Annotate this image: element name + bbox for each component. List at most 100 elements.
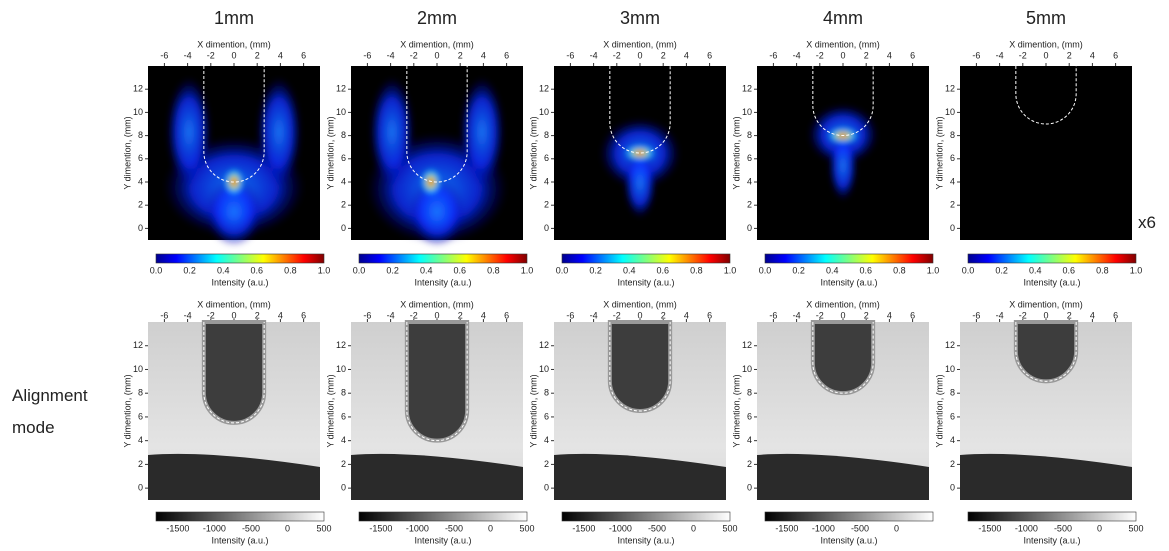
y-tick-label: 0 — [341, 223, 346, 233]
x-tick-label: 2 — [661, 50, 666, 60]
colorbar — [967, 511, 1137, 522]
emission — [164, 77, 304, 247]
y-tick-label: 6 — [544, 411, 549, 421]
probe — [810, 320, 876, 396]
surface — [757, 453, 929, 500]
probe-outline — [406, 322, 468, 442]
x-tick-label: -6 — [972, 50, 980, 60]
y-tick-label: 10 — [945, 364, 955, 374]
colorbar-tick-label: 0.2 — [589, 265, 602, 275]
colorbar-tick-label: 0.8 — [487, 265, 500, 275]
probe-outline — [812, 322, 874, 394]
column-title: 3mm — [620, 8, 660, 28]
y-axis-label: Y dimention, (mm) — [528, 374, 538, 447]
colorbar-tick-label: -500 — [648, 523, 666, 533]
colorbar-tick-label: 1.0 — [318, 265, 331, 275]
x-axis-label: X dimention, (mm) — [1009, 299, 1083, 309]
x-tick-label: 2 — [458, 310, 463, 320]
y-tick-label: 12 — [133, 340, 143, 350]
x-tick-label: 6 — [301, 50, 306, 60]
y-axis-label: Y dimention, (mm) — [122, 374, 132, 447]
emission-tail — [624, 148, 656, 218]
y-tick-label: 2 — [950, 200, 955, 210]
y-tick-label: 4 — [341, 176, 346, 186]
x-tick-label: 6 — [707, 310, 712, 320]
y-tick-label: 0 — [341, 483, 346, 493]
x-axis-label: X dimention, (mm) — [400, 39, 474, 49]
colorbar-tick-label: -1000 — [812, 523, 835, 533]
x-tick-label: 6 — [301, 310, 306, 320]
x-tick-label: -2 — [410, 50, 418, 60]
x-tick-label: -6 — [160, 310, 168, 320]
colorbar — [561, 511, 731, 522]
colorbar — [155, 511, 325, 522]
emission-blob — [257, 77, 301, 187]
x-tick-label: 4 — [481, 310, 486, 320]
column-title: 5mm — [1026, 8, 1066, 28]
x-axis-label: X dimention, (mm) — [603, 39, 677, 49]
x-tick-label: -4 — [184, 310, 192, 320]
x-tick-label: 4 — [481, 50, 486, 60]
y-axis-label: Y dimention, (mm) — [325, 374, 335, 447]
x-axis-label: X dimention, (mm) — [197, 299, 271, 309]
colorbar-tick-label: 1.0 — [1130, 265, 1143, 275]
probe-outline — [406, 66, 468, 183]
colorbar — [561, 253, 731, 264]
colorbar-tick-label: 0.6 — [657, 265, 670, 275]
probe-outline — [1015, 66, 1077, 125]
x-tick-label: 6 — [910, 310, 915, 320]
colorbar-tick-label: 0.8 — [690, 265, 703, 275]
x-tick-label: -4 — [996, 310, 1004, 320]
x-tick-label: -4 — [590, 310, 598, 320]
colorbar-tick-label: 0.4 — [826, 265, 839, 275]
y-axis-label: Y dimention, (mm) — [934, 116, 944, 189]
y-tick-label: 6 — [950, 411, 955, 421]
colorbar-label: Intensity (a.u.) — [414, 535, 471, 545]
y-tick-label: 0 — [950, 483, 955, 493]
x-tick-label: -2 — [207, 310, 215, 320]
x-tick-label: 4 — [278, 310, 283, 320]
y-tick-label: 8 — [341, 388, 346, 398]
x-tick-label: 0 — [231, 310, 236, 320]
y-axis-label: Y dimention, (mm) — [731, 116, 741, 189]
row-label: Alignment mode — [12, 386, 88, 437]
x-tick-label: 0 — [637, 50, 642, 60]
colorbar-tick-label: -1500 — [166, 523, 189, 533]
y-tick-label: 0 — [747, 223, 752, 233]
colorbar-tick-label: -1500 — [775, 523, 798, 533]
x-tick-label: -2 — [816, 50, 824, 60]
y-tick-label: 12 — [742, 340, 752, 350]
y-tick-label: 8 — [747, 130, 752, 140]
y-tick-label: 8 — [138, 130, 143, 140]
x-tick-label: 4 — [1090, 50, 1095, 60]
y-tick-label: 12 — [336, 340, 346, 350]
y-tick-label: 4 — [341, 435, 346, 445]
x-tick-label: 6 — [910, 50, 915, 60]
y-tick-label: 8 — [747, 388, 752, 398]
emission-tail — [409, 177, 465, 247]
surface — [554, 453, 726, 500]
colorbar-tick-label: 0.6 — [860, 265, 873, 275]
colorbar-label: Intensity (a.u.) — [820, 277, 877, 287]
y-axis-label: Y dimention, (mm) — [934, 374, 944, 447]
probe-outline — [609, 322, 671, 412]
x-axis-label: X dimention, (mm) — [603, 299, 677, 309]
surface — [148, 453, 320, 500]
x-tick-label: -6 — [566, 50, 574, 60]
probe-outline — [812, 66, 874, 137]
emission-tail — [829, 130, 857, 201]
x-tick-label: -2 — [816, 310, 824, 320]
colorbar-tick-label: 0.0 — [556, 265, 569, 275]
x-tick-label: 4 — [1090, 310, 1095, 320]
y-tick-label: 8 — [950, 388, 955, 398]
colorbar-tick-label: 0.4 — [420, 265, 433, 275]
y-tick-label: 12 — [945, 340, 955, 350]
colorbar-tick-label: 500 — [316, 523, 331, 533]
colorbar-tick-label: 0 — [1097, 523, 1102, 533]
x-tick-label: -2 — [207, 50, 215, 60]
x-tick-label: 2 — [864, 310, 869, 320]
y-tick-label: 10 — [133, 364, 143, 374]
x-tick-label: -6 — [566, 310, 574, 320]
y-tick-label: 12 — [133, 84, 143, 94]
